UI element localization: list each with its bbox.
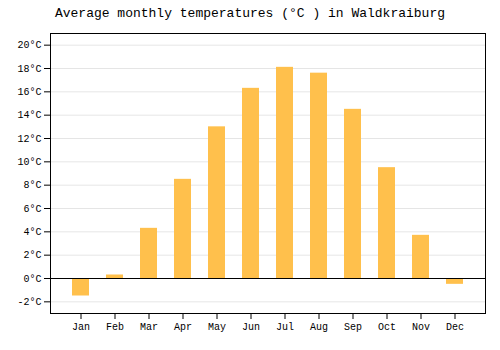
svg-text:14°C: 14°C (17, 110, 41, 121)
svg-text:Dec: Dec (446, 322, 464, 333)
svg-text:Nov: Nov (412, 322, 430, 333)
svg-text:Aug: Aug (310, 322, 328, 333)
svg-text:18°C: 18°C (17, 64, 41, 75)
svg-text:10°C: 10°C (17, 157, 41, 168)
svg-text:Oct: Oct (378, 322, 396, 333)
svg-text:12°C: 12°C (17, 134, 41, 145)
svg-text:4°C: 4°C (23, 227, 41, 238)
svg-text:Jul: Jul (276, 322, 294, 333)
svg-text:2°C: 2°C (23, 250, 41, 261)
svg-text:16°C: 16°C (17, 87, 41, 98)
svg-text:Sep: Sep (344, 322, 362, 333)
svg-text:May: May (208, 322, 226, 333)
svg-text:6°C: 6°C (23, 204, 41, 215)
svg-text:20°C: 20°C (17, 40, 41, 51)
svg-text:Apr: Apr (174, 322, 192, 333)
svg-text:0°C: 0°C (23, 274, 41, 285)
svg-text:Mar: Mar (140, 322, 158, 333)
svg-text:8°C: 8°C (23, 180, 41, 191)
svg-text:Jun: Jun (242, 322, 260, 333)
svg-text:-2°C: -2°C (17, 297, 41, 308)
svg-text:Jan: Jan (72, 322, 90, 333)
html-text:Average monthly temperatures (: Average monthly temperatures (°C ) in Wa… (55, 6, 445, 21)
svg-text:Feb: Feb (106, 322, 124, 333)
